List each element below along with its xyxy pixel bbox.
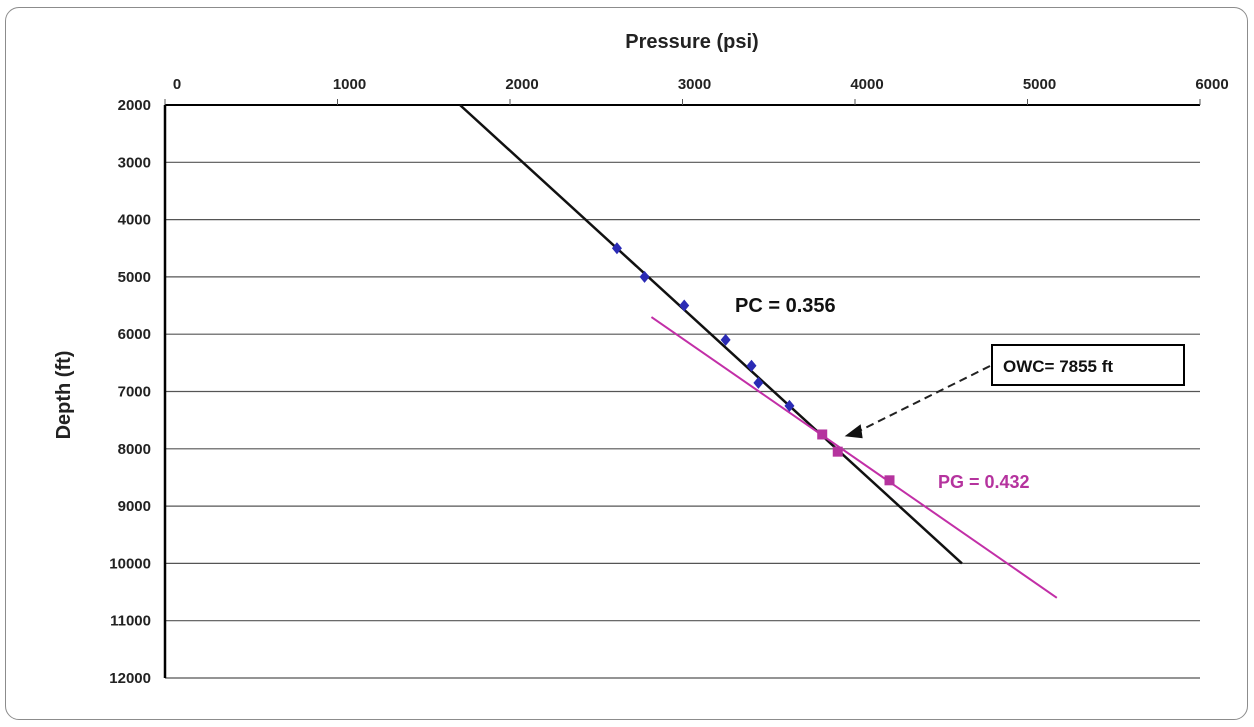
pg-gradient-label: PG = 0.432 bbox=[938, 472, 1030, 492]
y-tick-label: 12000 bbox=[109, 670, 151, 687]
data-point bbox=[832, 446, 843, 457]
x-tick-label: 2000 bbox=[505, 76, 538, 93]
trendline bbox=[459, 104, 963, 565]
data-point bbox=[746, 359, 757, 372]
data-point bbox=[611, 242, 622, 255]
y-tick-label: 10000 bbox=[109, 555, 151, 572]
data-point bbox=[884, 475, 895, 486]
data-point bbox=[784, 399, 795, 412]
chart-frame bbox=[5, 7, 1248, 720]
y-tick-label: 5000 bbox=[118, 269, 151, 286]
y-tick-label: 7000 bbox=[118, 384, 151, 401]
gridlines bbox=[165, 161, 1200, 679]
data-point bbox=[720, 333, 731, 346]
y-tick-label: 2000 bbox=[118, 97, 151, 114]
data-points bbox=[611, 242, 895, 486]
x-tick-label: 6000 bbox=[1195, 76, 1228, 93]
x-tick-label: 4000 bbox=[850, 76, 883, 93]
x-tick-label: 5000 bbox=[1023, 76, 1056, 93]
owc-arrowhead bbox=[844, 424, 863, 439]
data-point bbox=[639, 270, 650, 283]
owc-callout: OWC= 7855 ft bbox=[844, 344, 1185, 439]
y-tick-label: 3000 bbox=[118, 154, 151, 171]
x-tick-label: 0 bbox=[173, 76, 181, 93]
y-tick-label: 4000 bbox=[118, 212, 151, 229]
x-axis-title: Pressure (psi) bbox=[625, 31, 758, 53]
trendlines bbox=[459, 104, 1058, 599]
data-point bbox=[679, 299, 690, 312]
data-point bbox=[753, 376, 764, 389]
y-tick-label: 8000 bbox=[118, 441, 151, 458]
x-tick-label: 3000 bbox=[678, 76, 711, 93]
y-axis-ticks: 2000 3000 4000 5000 6000 7000 8000 9000 10000 110… bbox=[109, 97, 151, 687]
y-tick-label: 6000 bbox=[118, 326, 151, 343]
owc-label: OWC= 7855 ft bbox=[1003, 357, 1113, 376]
data-point bbox=[817, 429, 828, 440]
x-axis-ticks: 0 1000 2000 3000 4000 5000 6000 bbox=[164, 76, 1229, 105]
owc-arrow bbox=[858, 365, 991, 433]
owc-label-box bbox=[991, 344, 1185, 386]
y-tick-label: 9000 bbox=[118, 498, 151, 515]
y-axis-title: Depth (ft) bbox=[53, 351, 75, 440]
pc-gradient-label: PC = 0.356 bbox=[735, 295, 836, 317]
trendline bbox=[650, 316, 1058, 599]
x-tick-label: 1000 bbox=[333, 76, 366, 93]
y-tick-label: 11000 bbox=[110, 613, 151, 630]
